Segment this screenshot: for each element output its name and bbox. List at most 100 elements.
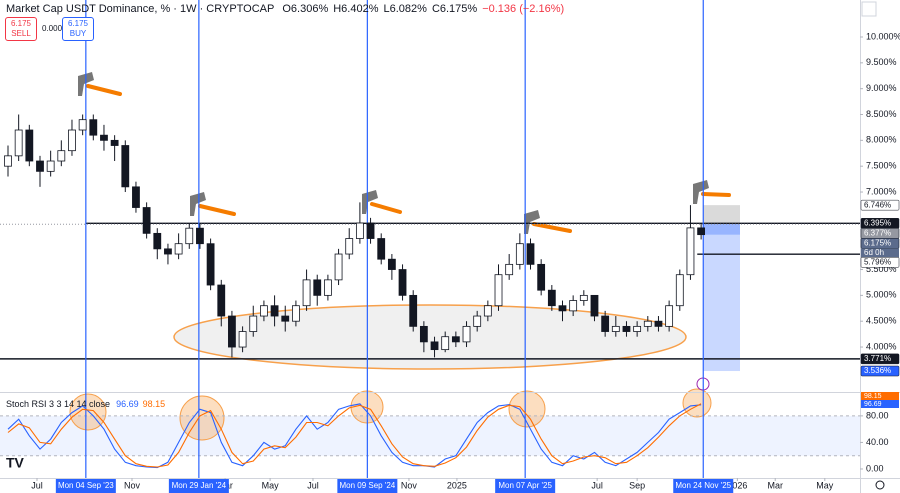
- candle-body: [153, 232, 162, 250]
- candle-body: [686, 227, 695, 276]
- candle-body: [238, 331, 247, 348]
- candle-body: [579, 294, 588, 301]
- y-tick-label: 40.00: [866, 437, 889, 447]
- y-tick-label: 10.000%: [866, 31, 900, 41]
- price-badge-label: 6.746%: [864, 200, 891, 209]
- price-badge: [860, 199, 900, 211]
- indicator-badge-label: 98.15: [864, 393, 882, 400]
- stoch-line: [7, 403, 702, 468]
- y-tick-label: 9.000%: [866, 83, 897, 93]
- countdown-bg: [861, 248, 899, 258]
- marker-label-bg: [168, 479, 229, 493]
- y-tick-label: 8.000%: [866, 135, 897, 145]
- x-tick-label: Mar: [767, 480, 783, 490]
- target-zone: [703, 223, 740, 372]
- settings-button[interactable]: [875, 480, 885, 490]
- y-tick-label: 5.500%: [866, 264, 897, 274]
- marker-label: Mon 24 Nov '25: [675, 481, 731, 490]
- candle-body: [483, 305, 492, 317]
- candle-body: [46, 160, 55, 172]
- candle-body: [505, 263, 514, 276]
- marker-label-bg: [495, 479, 556, 493]
- candle-body: [665, 305, 674, 327]
- candle-body: [654, 320, 663, 327]
- candle-body: [387, 258, 396, 270]
- candle-body: [633, 325, 642, 332]
- y-tick-label: 7.000%: [866, 186, 897, 196]
- indicator-badge-label: 96.69: [864, 401, 882, 408]
- candle-body: [185, 227, 194, 245]
- indicator-badge: [861, 392, 899, 400]
- indicator-value: 96.69: [116, 399, 139, 409]
- candle-body: [228, 315, 236, 348]
- candle-body: [601, 315, 610, 332]
- candle-body: [313, 279, 322, 296]
- candle-body: [430, 341, 439, 351]
- x-tick-label: May: [816, 480, 834, 490]
- candle-body: [398, 269, 407, 296]
- x-tick-label: Nov: [401, 480, 418, 490]
- y-tick-label: 4.500%: [866, 316, 897, 326]
- y-tick-label: 4.000%: [866, 341, 897, 351]
- candle-body: [292, 305, 300, 322]
- candle-body: [121, 145, 130, 188]
- price: 6.175: [10, 19, 32, 28]
- candle-body: [270, 305, 279, 317]
- indicator-badge: [861, 400, 899, 408]
- x-tick-label: Jul: [31, 480, 43, 490]
- spread: 0.000: [42, 24, 63, 33]
- candle-body: [78, 119, 87, 131]
- trade-button[interactable]: 6.175 SELL: [5, 17, 37, 41]
- y-tick-label: 5.000%: [866, 290, 897, 300]
- x-tick-label: Jul: [591, 480, 603, 490]
- marker-label: Mon 07 Apr '25: [498, 481, 552, 490]
- ohlc-value: C6.175%: [431, 3, 478, 15]
- candle-body: [345, 238, 354, 255]
- x-tick-label: Jul: [307, 480, 319, 490]
- price-badge-label: 6.377%: [864, 228, 891, 237]
- trade-button[interactable]: 6.175 BUY: [62, 17, 94, 41]
- candle-body: [590, 294, 599, 317]
- stop-zone: [703, 205, 740, 224]
- logo: TV: [6, 455, 25, 471]
- candle-body: [377, 238, 386, 260]
- candle-body: [537, 263, 546, 291]
- candle-body: [494, 274, 503, 307]
- candle-body: [675, 274, 684, 307]
- candle-body: [622, 325, 631, 332]
- candle-body: [355, 222, 364, 239]
- y-tick-label: 9.500%: [866, 57, 897, 67]
- candle-body: [643, 320, 652, 327]
- price-badge-label: 6.395%: [864, 218, 891, 227]
- hammer-icons: [78, 72, 731, 234]
- x-tick-label: 2025: [447, 480, 467, 490]
- candle-body: [409, 294, 418, 327]
- candle-body: [36, 160, 44, 172]
- candle-body: [142, 207, 151, 234]
- price-badge-label: 3.536%: [864, 366, 891, 375]
- candle-body: [196, 227, 204, 245]
- price-badge-label: 5.796%: [864, 257, 891, 266]
- y-tick-label: 7.500%: [866, 161, 897, 171]
- ohlc-value: −0.136 (−2.16%): [482, 3, 565, 15]
- marker-label: Mon 29 Jan '24: [172, 481, 227, 490]
- candle-body: [323, 279, 332, 296]
- candle-body: [100, 134, 108, 141]
- price-badge-label: 6.175%: [864, 238, 891, 247]
- candle-body: [25, 129, 34, 162]
- currency-button[interactable]: [861, 1, 877, 17]
- x-tick-label: 2026: [727, 480, 747, 490]
- x-tick-label: May: [262, 480, 280, 490]
- ohlc-value: L6.082%: [383, 3, 427, 15]
- price-badge: [860, 353, 900, 365]
- candle-body: [281, 315, 290, 322]
- candle-body: [164, 248, 172, 255]
- candle-body: [526, 243, 535, 265]
- candle-body: [334, 253, 343, 281]
- ohlc-value: H6.402%: [333, 3, 379, 15]
- candle-body: [14, 129, 23, 157]
- candle-body: [441, 336, 450, 351]
- y-tick-label: 80.00: [866, 410, 889, 420]
- marker-label: Mon 09 Sep '24: [339, 481, 395, 490]
